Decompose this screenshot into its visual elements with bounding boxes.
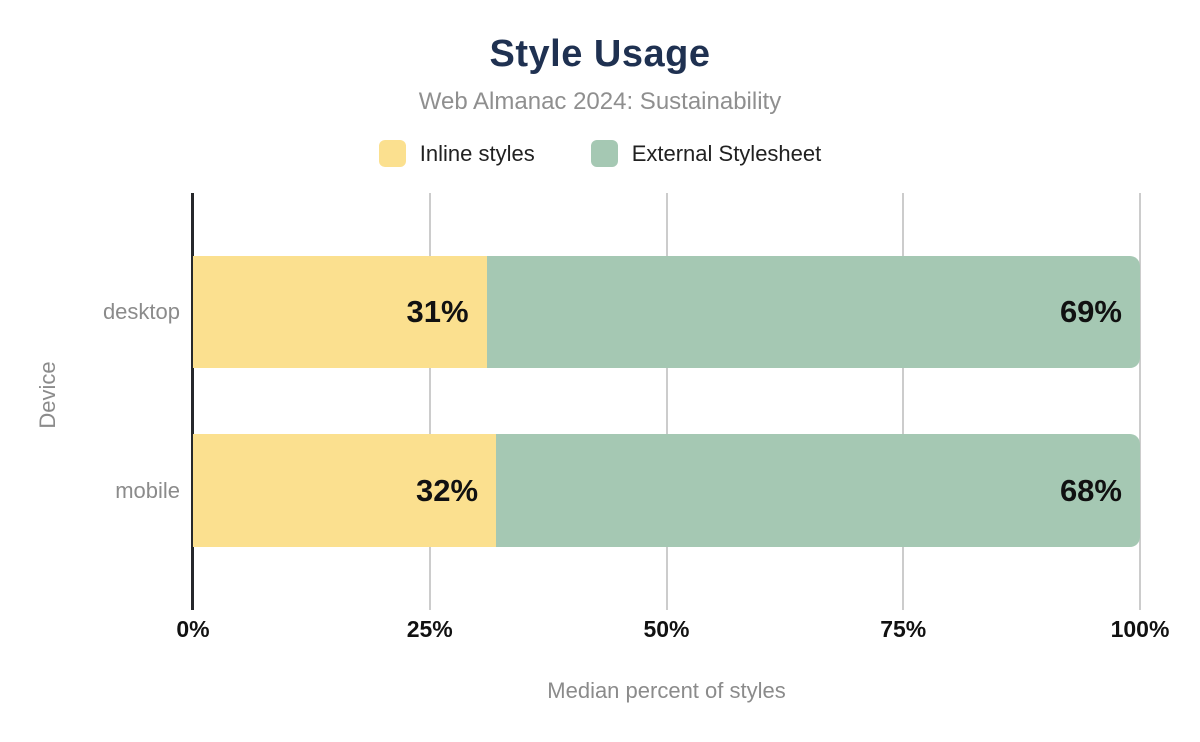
chart-subtitle: Web Almanac 2024: Sustainability (418, 88, 782, 115)
legend-label-inline-styles: Inline styles (419, 140, 535, 166)
gridline-100 (1139, 193, 1141, 610)
gridline-50 (665, 193, 668, 610)
x-tick-label-50: 50% (643, 616, 690, 642)
bar-segment-desktop-inline-styles: 31% (193, 256, 487, 368)
x-tick-label-75: 75% (880, 616, 927, 642)
legend-label-external-stylesheet: External Stylesheet (631, 140, 822, 166)
bar-segment-desktop-external-stylesheet: 69% (486, 256, 1140, 368)
gridline-25 (428, 193, 431, 610)
x-axis-tick-labels: 0% 25% 50% 75% 100% (176, 616, 1169, 646)
legend-swatch-inline-styles (378, 140, 406, 167)
bar-value-label: 32% (415, 472, 479, 508)
legend-item-inline-styles[interactable]: Inline styles (378, 140, 535, 167)
category-label-mobile: mobile (115, 477, 180, 503)
gridline-75 (902, 193, 905, 610)
y-axis-category-labels: desktop mobile (0, 0, 180, 742)
bar-value-label: 68% (1059, 472, 1122, 508)
bar-value-label: 69% (1059, 294, 1122, 329)
bar-segment-mobile-external-stylesheet: 68% (496, 434, 1140, 547)
x-axis-title: Median percent of styles (547, 678, 786, 703)
y-axis-line (191, 193, 194, 610)
category-label-desktop: desktop (102, 299, 180, 324)
bar-segment-mobile-inline-styles: 32% (193, 434, 497, 547)
chart-title: Style Usage (489, 33, 711, 75)
legend-swatch-external-stylesheet (590, 140, 618, 167)
x-tick-label-0: 0% (176, 616, 210, 642)
bar-row-mobile: 32% 68% (193, 434, 1140, 547)
x-tick-label-25: 25% (406, 616, 453, 642)
bar-row-desktop: 31% 69% (193, 256, 1140, 368)
x-tick-label-100: 100% (1110, 616, 1170, 642)
bar-value-label: 31% (406, 294, 469, 329)
plot-area: 31% 69% 32% 68% (191, 193, 1141, 610)
legend-item-external-stylesheet[interactable]: External Stylesheet (590, 140, 822, 167)
legend: Inline styles External Stylesheet (0, 140, 1200, 167)
